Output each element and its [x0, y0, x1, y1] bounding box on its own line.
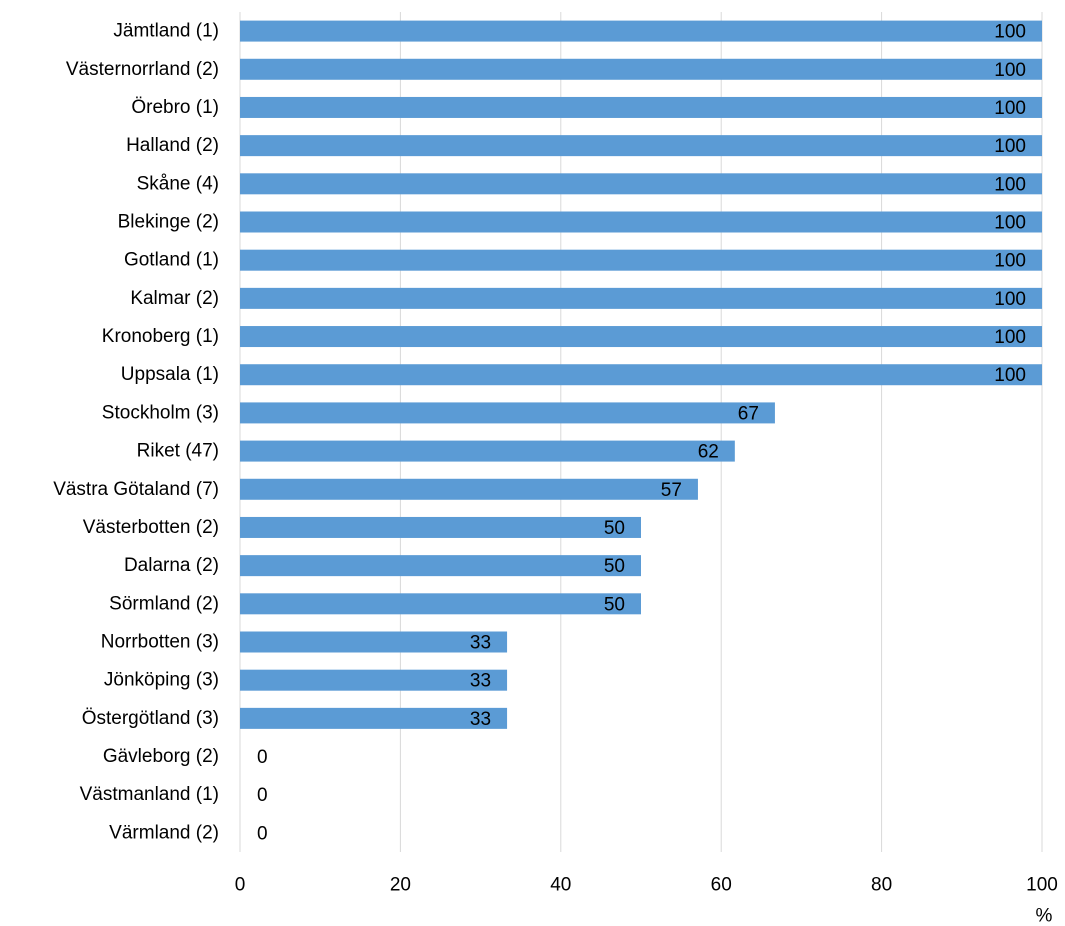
category-label: Jämtland (1) — [113, 21, 219, 42]
x-tick-label: 100 — [1026, 875, 1058, 896]
category-label: Sörmland (2) — [109, 593, 219, 614]
category-label: Blekinge (2) — [118, 212, 219, 233]
data-label: 0 — [257, 823, 268, 844]
data-label: 50 — [604, 594, 625, 615]
bar — [240, 479, 698, 500]
bar — [240, 288, 1042, 309]
bar — [240, 402, 775, 423]
category-label: Kronoberg (1) — [102, 326, 219, 347]
bar — [240, 250, 1042, 271]
data-label: 33 — [470, 671, 491, 692]
data-label: 57 — [661, 480, 682, 501]
category-label: Östergötland (3) — [82, 708, 219, 729]
bar — [240, 364, 1042, 385]
category-label: Örebro (1) — [131, 97, 219, 118]
x-axis-ticks: 0 20 40 60 80 100 — [235, 875, 1058, 896]
data-label: 100 — [994, 251, 1026, 272]
category-label: Gävleborg (2) — [103, 746, 219, 767]
data-label: 100 — [994, 289, 1026, 310]
category-label: Riket (47) — [137, 441, 219, 462]
x-axis-unit: % — [1036, 906, 1053, 926]
data-label: 33 — [470, 709, 491, 730]
data-label: 67 — [738, 403, 759, 424]
bar — [240, 135, 1042, 156]
category-label: Västmanland (1) — [80, 784, 219, 805]
category-label: Västra Götaland (7) — [53, 479, 219, 500]
category-label: Halland (2) — [126, 135, 219, 156]
bar — [240, 708, 507, 729]
bar — [240, 212, 1042, 233]
data-label: 0 — [257, 747, 268, 768]
bar — [240, 59, 1042, 80]
data-label: 100 — [994, 213, 1026, 234]
category-label: Västerbotten (2) — [83, 517, 219, 538]
x-tick-label: 20 — [390, 875, 411, 896]
bar — [240, 326, 1042, 347]
data-label: 100 — [994, 98, 1026, 119]
bar — [240, 173, 1042, 194]
data-label: 100 — [994, 327, 1026, 348]
bar — [240, 632, 507, 653]
category-label: Uppsala (1) — [121, 364, 219, 385]
category-label: Värmland (2) — [109, 822, 219, 843]
category-label: Gotland (1) — [124, 250, 219, 271]
bar — [240, 517, 641, 538]
data-label: 100 — [994, 136, 1026, 157]
category-label: Dalarna (2) — [124, 555, 219, 576]
data-label: 0 — [257, 785, 268, 806]
data-label: 100 — [994, 60, 1026, 81]
data-label: 33 — [470, 633, 491, 654]
category-label: Västernorrland (2) — [66, 59, 219, 80]
data-label: 50 — [604, 556, 625, 577]
data-label: 62 — [698, 442, 719, 463]
bar — [240, 97, 1042, 118]
x-tick-label: 0 — [235, 875, 246, 896]
x-tick-label: 60 — [711, 875, 732, 896]
bar — [240, 555, 641, 576]
data-label: 50 — [604, 518, 625, 539]
bar — [240, 21, 1042, 42]
data-label: 100 — [994, 365, 1026, 386]
bar — [240, 670, 507, 691]
data-label: 100 — [994, 22, 1026, 43]
data-label: 100 — [994, 174, 1026, 195]
category-label: Stockholm (3) — [102, 402, 219, 423]
x-tick-label: 40 — [550, 875, 571, 896]
category-label: Kalmar (2) — [130, 288, 219, 309]
bar — [240, 593, 641, 614]
category-label: Norrbotten (3) — [101, 632, 219, 653]
category-labels: Jämtland (1) Västernorrland (2) Örebro (1)… — [53, 21, 219, 844]
category-label: Skåne (4) — [137, 173, 219, 194]
bar — [240, 441, 735, 462]
category-label: Jönköping (3) — [104, 670, 219, 691]
x-tick-label: 80 — [871, 875, 892, 896]
bars — [240, 21, 1042, 729]
